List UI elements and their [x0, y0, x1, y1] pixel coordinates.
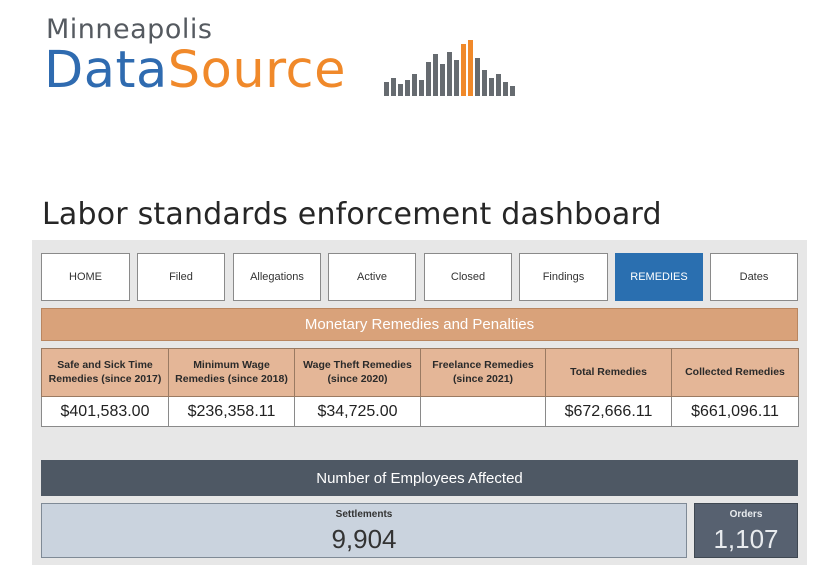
remedies-table: Safe and Sick Time Remedies (since 2017)… [41, 348, 799, 427]
orders-label: Orders [729, 509, 763, 520]
nav-closed-button[interactable]: Closed [424, 253, 512, 301]
freelance-value [420, 396, 546, 427]
dashboard-panel: HOME Filed Allegations Active Closed Fin… [32, 240, 807, 565]
settlements-value: 9,904 [331, 524, 397, 554]
nav-active-button[interactable]: Active [328, 253, 416, 301]
bar-chart-logo-icon [384, 40, 515, 96]
minimum-wage-value: $236,358.11 [168, 396, 295, 427]
safe-sick-time-header: Safe and Sick Time Remedies (since 2017) [41, 348, 169, 397]
collected-remedies-value: $661,096.11 [671, 396, 799, 427]
logo-brand-text: DataSource [44, 45, 346, 96]
page-title: Labor standards enforcement dashboard [42, 197, 662, 232]
freelance-header: Freelance Remedies (since 2021) [420, 348, 546, 397]
nav-filed-button[interactable]: Filed [137, 253, 225, 301]
employees-section-title: Number of Employees Affected [41, 460, 798, 496]
remedies-value-row: $401,583.00 $236,358.11 $34,725.00 $672,… [41, 396, 799, 427]
orders-value: 1,107 [713, 524, 779, 554]
nav-allegations-button[interactable]: Allegations [233, 253, 321, 301]
collected-remedies-header: Collected Remedies [671, 348, 799, 397]
minneapolis-datasource-logo: Minneapolis DataSource [44, 14, 544, 104]
total-remedies-value: $672,666.11 [545, 396, 672, 427]
nav-home-button[interactable]: HOME [41, 253, 130, 301]
settlements-card: Settlements 9,904 [41, 503, 687, 558]
nav-remedies-button[interactable]: REMEDIES [615, 253, 703, 301]
safe-sick-time-value: $401,583.00 [41, 396, 169, 427]
wage-theft-header: Wage Theft Remedies (since 2020) [294, 348, 421, 397]
dashboard-nav: HOME Filed Allegations Active Closed Fin… [41, 253, 798, 301]
logo-source-text: Source [167, 41, 346, 100]
remedies-section-title: Monetary Remedies and Penalties [41, 308, 798, 341]
settlements-label: Settlements [335, 509, 393, 520]
wage-theft-value: $34,725.00 [294, 396, 421, 427]
total-remedies-header: Total Remedies [545, 348, 672, 397]
nav-findings-button[interactable]: Findings [519, 253, 608, 301]
logo-data-text: Data [44, 41, 168, 100]
remedies-header-row: Safe and Sick Time Remedies (since 2017)… [41, 348, 799, 397]
logo-city-text: Minneapolis [46, 14, 213, 45]
orders-card: Orders 1,107 [694, 503, 798, 558]
minimum-wage-header: Minimum Wage Remedies (since 2018) [168, 348, 295, 397]
nav-dates-button[interactable]: Dates [710, 253, 798, 301]
